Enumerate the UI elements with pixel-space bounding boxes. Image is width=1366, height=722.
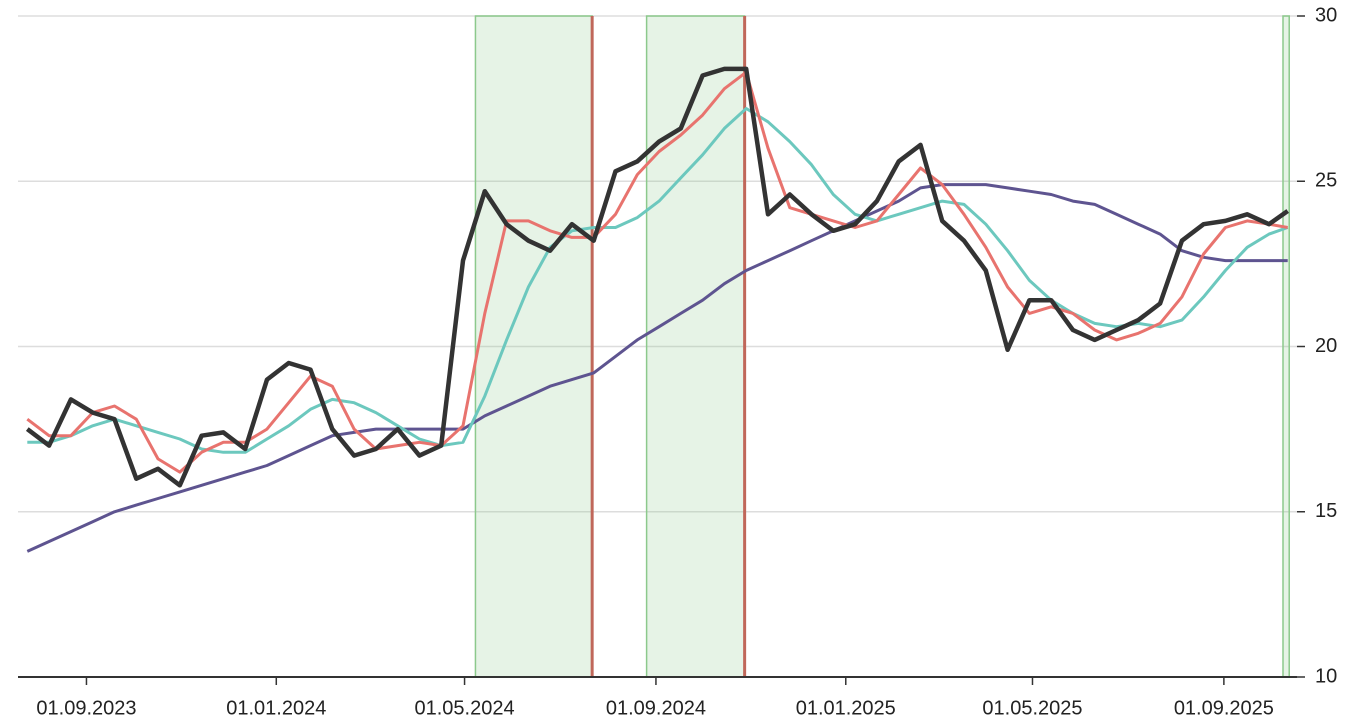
x-tick-label: 01.09.2025: [1174, 697, 1274, 719]
x-tick-label: 01.01.2024: [226, 697, 326, 719]
series-line: [27, 107, 1289, 454]
y-tick-label: 10: [1315, 665, 1337, 687]
period: [1282, 15, 1290, 678]
period: [645, 15, 746, 678]
period: [474, 15, 593, 678]
x-tick-label: 01.05.2024: [415, 697, 515, 719]
y-tick-label: 20: [1315, 335, 1337, 357]
y-tick-label: 30: [1315, 4, 1337, 26]
x-tick-label: 01.09.2024: [606, 697, 706, 719]
x-tick-label: 01.05.2025: [982, 697, 1082, 719]
y-tick-label: 15: [1315, 500, 1337, 522]
x-tick-label: 01.09.2023: [36, 697, 136, 719]
y-tick-label: 25: [1315, 170, 1337, 192]
series-line: [25, 66, 1289, 488]
x-tick-label: 01.01.2025: [796, 697, 896, 719]
series-line: [26, 183, 1288, 553]
